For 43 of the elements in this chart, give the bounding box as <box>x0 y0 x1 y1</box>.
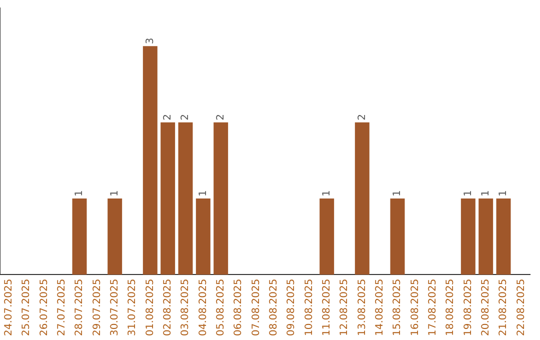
x-tick-label: 21.08.2025 <box>498 278 510 336</box>
x-tick-label: 19.08.2025 <box>462 278 474 336</box>
x-tick-label: 29.07.2025 <box>92 278 103 336</box>
x-tick-label: 24.07.2025 <box>3 278 14 336</box>
x-tick-label: 03.08.2025 <box>180 278 192 336</box>
x-tick-label: 26.07.2025 <box>38 278 50 336</box>
data-label: 1 <box>392 190 404 197</box>
x-tick-label: 12.08.2025 <box>339 278 350 336</box>
data-label: 1 <box>109 190 120 197</box>
x-tick-label: 25.07.2025 <box>21 278 32 336</box>
x-tick-label: 22.08.2025 <box>516 278 527 336</box>
x-tick-label: 11.08.2025 <box>321 278 332 336</box>
x-tick-label: 30.07.2025 <box>109 278 120 336</box>
x-tick-label: 16.08.2025 <box>410 278 421 336</box>
data-label: 1 <box>498 190 510 197</box>
data-label: 2 <box>180 114 192 120</box>
x-tick-label: 06.08.2025 <box>233 278 244 336</box>
data-label: 1 <box>480 190 492 197</box>
x-tick-label: 09.08.2025 <box>286 278 298 336</box>
data-label: 2 <box>162 114 174 120</box>
x-tick-label: 08.08.2025 <box>268 278 280 336</box>
x-tick-label: 18.08.2025 <box>445 278 456 336</box>
x-tick-label: 27.07.2025 <box>56 278 68 336</box>
x-tick-label: 07.08.2025 <box>250 278 262 336</box>
data-label: 3 <box>144 38 156 44</box>
x-tick-label: 31.07.2025 <box>127 278 138 336</box>
x-tick-label: 15.08.2025 <box>392 278 404 336</box>
data-label: 1 <box>462 190 474 197</box>
data-label: 2 <box>215 114 226 120</box>
x-tick-label: 13.08.2025 <box>356 278 368 336</box>
x-tick-label: 01.08.2025 <box>144 278 156 336</box>
data-label: 1 <box>321 190 332 197</box>
x-tick-label: 05.08.2025 <box>215 278 226 336</box>
x-tick-label: 04.08.2025 <box>198 278 209 336</box>
data-label: 2 <box>356 114 368 120</box>
x-tick-label: 14.08.2025 <box>374 278 386 336</box>
data-label: 1 <box>74 190 86 197</box>
x-tick-label: 02.08.2025 <box>162 278 174 336</box>
x-tick-label: 17.08.2025 <box>427 278 438 336</box>
x-tick-label: 20.08.2025 <box>480 278 492 336</box>
x-tick-label: 10.08.2025 <box>304 278 315 336</box>
data-label: 1 <box>198 190 209 197</box>
x-tick-label: 28.07.2025 <box>74 278 86 336</box>
